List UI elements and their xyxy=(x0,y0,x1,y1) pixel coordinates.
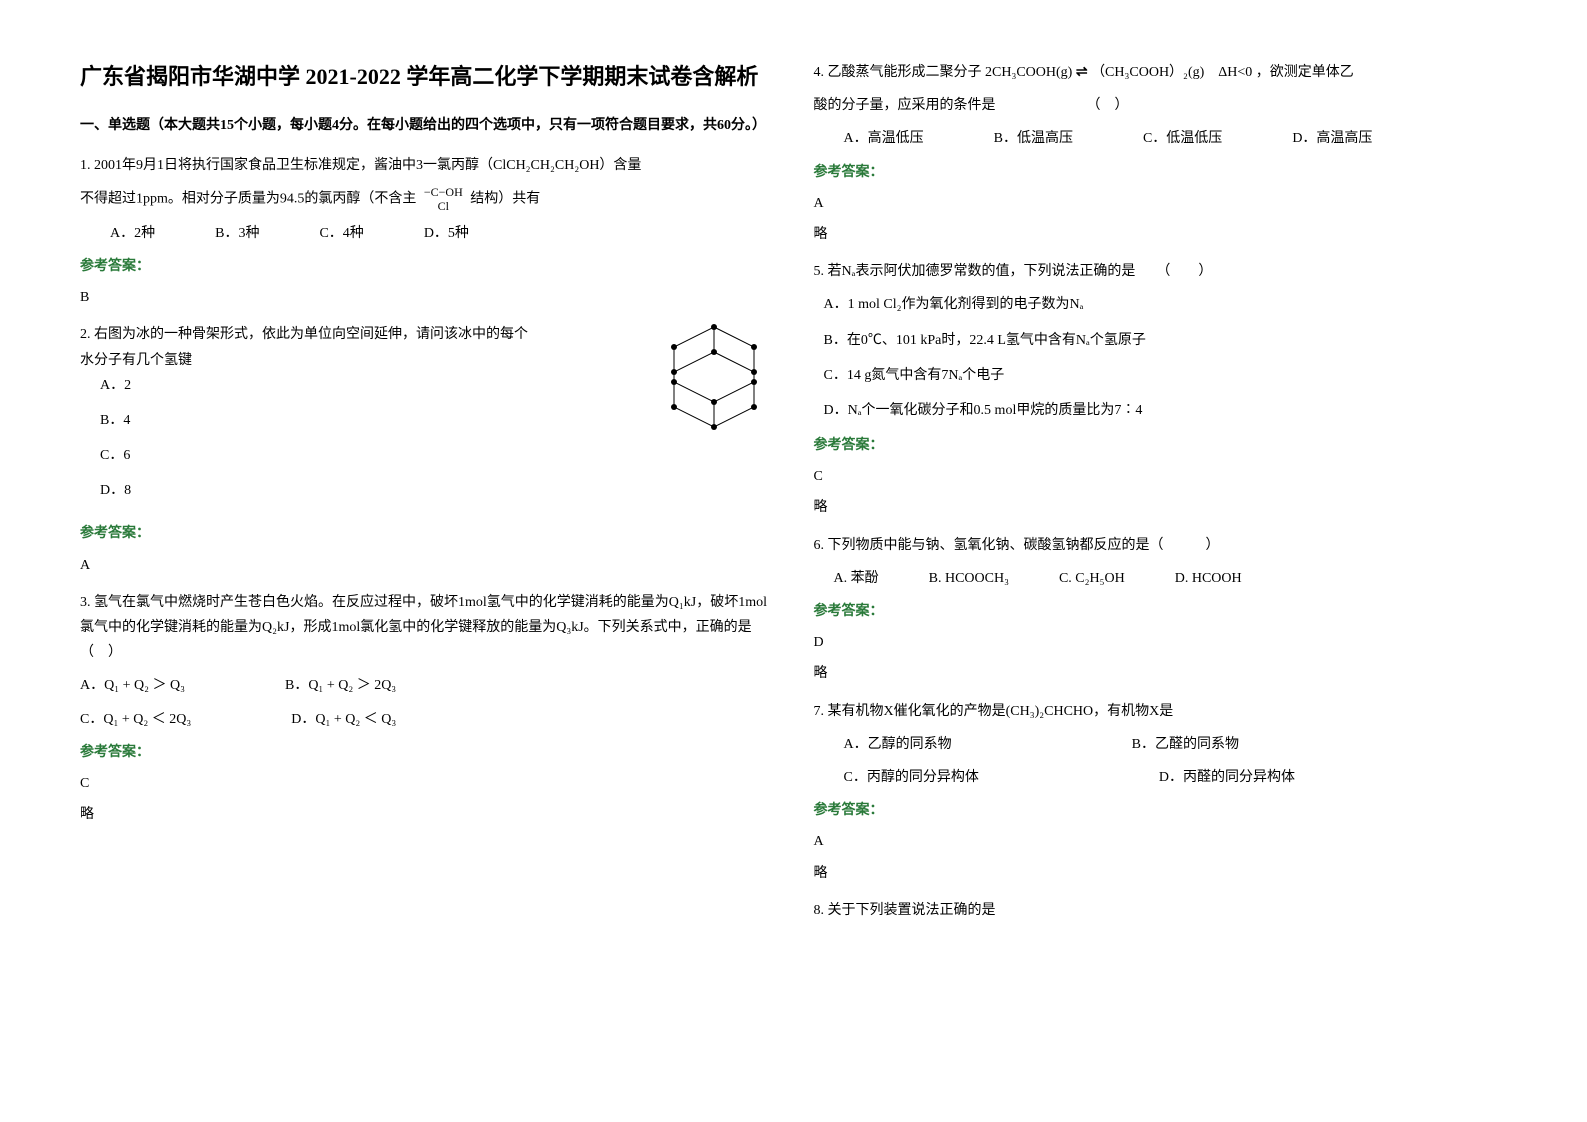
q2-text: 2. 右图为冰的一种骨架形式，依此为单位向空间延伸，请问该冰中的每个 水分子有几… xyxy=(80,322,644,513)
q1-structural-fragment: −C−OH Cl xyxy=(424,186,463,212)
q7-opt-a: A．乙醇的同系物 xyxy=(844,732,952,757)
q4-line1: 4. 乙酸蒸气能形成二聚分子 2CH₃COOH(g) ⇌ （CH₃COOH）₂(… xyxy=(814,60,1508,85)
q3-omit: 略 xyxy=(80,802,774,827)
q2-answer-header: 参考答案： xyxy=(80,521,774,546)
exam-title: 广东省揭阳市华湖中学 2021-2022 学年高二化学下学期期末试卷含解析 xyxy=(80,60,774,93)
equilibrium-arrow-icon: ⇌ xyxy=(1076,65,1088,80)
q5-omit: 略 xyxy=(814,495,1508,520)
q3-opt-c: C．Q₁ + Q₂ ＜ 2Q₃ xyxy=(80,707,191,732)
q2-options: A．2 B．4 C．6 D．8 xyxy=(100,373,644,504)
q3-answer: C xyxy=(80,771,774,796)
q6-opt-b: B. HCOOCH₃ xyxy=(929,566,1009,591)
q7-text: 7. 某有机物X催化氧化的产物是(CH₃)₂CHCHO，有机物X是 xyxy=(814,699,1508,724)
q2-line2: 水分子有几个氢键 xyxy=(80,348,644,373)
q5-opt-b: B．在0℃、101 kPa时，22.4 L氢气中含有Nₐ个氢原子 xyxy=(824,328,1508,353)
q4-opt-a: A．高温低压 xyxy=(844,126,924,151)
question-6: 6. 下列物质中能与钠、氢氧化钠、碳酸氢钠都反应的是（ ） A. 苯酚 B. H… xyxy=(814,533,1508,687)
q1-line2a: 不得超过1ppm。相对分子质量为94.5的氯丙醇（不含主 xyxy=(80,192,416,207)
frag-top: −C−OH xyxy=(424,185,463,199)
q4-opt-b: B．低温高压 xyxy=(994,126,1073,151)
q7-answer-header: 参考答案： xyxy=(814,798,1508,823)
q1-opt-c: C．4种 xyxy=(319,221,363,246)
q7-opt-d: D．丙醛的同分异构体 xyxy=(1159,765,1295,790)
q4-options: A．高温低压 B．低温高压 C．低温低压 D．高温高压 xyxy=(844,126,1508,151)
q5-opt-d: D．Nₐ个一氧化碳分子和0.5 mol甲烷的质量比为7∶4 xyxy=(824,398,1508,423)
q4-line1a: 4. 乙酸蒸气能形成二聚分子 2CH₃COOH(g) xyxy=(814,65,1073,80)
q5-opt-a: A．1 mol Cl₂作为氧化剂得到的电子数为Nₐ xyxy=(824,292,1508,317)
q1-opt-d: D．5种 xyxy=(424,221,469,246)
q5-answer-header: 参考答案： xyxy=(814,433,1508,458)
q5-options: A．1 mol Cl₂作为氧化剂得到的电子数为Nₐ B．在0℃、101 kPa时… xyxy=(824,292,1508,423)
section-1-header: 一、单选题（本大题共15个小题，每小题4分。在每小题给出的四个选项中，只有一项符… xyxy=(80,113,774,138)
q1-line2b: 结构）共有 xyxy=(470,192,540,207)
q2-answer: A xyxy=(80,553,774,578)
q7-answer: A xyxy=(814,829,1508,854)
q3-opt-b: B．Q₁ + Q₂ ＞ 2Q₃ xyxy=(285,673,396,698)
q4-answer: A xyxy=(814,191,1508,216)
frag-bot: Cl xyxy=(438,199,449,213)
q6-answer-header: 参考答案： xyxy=(814,599,1508,624)
q2-opt-b: B．4 xyxy=(100,408,644,433)
q6-options: A. 苯酚 B. HCOOCH₃ C. C₂H₅OH D. HCOOH xyxy=(834,566,1508,591)
q4-opt-d: D．高温高压 xyxy=(1292,126,1372,151)
q3-answer-header: 参考答案： xyxy=(80,740,774,765)
q1-line1: 1. 2001年9月1日将执行国家食品卫生标准规定，酱油中3一氯丙醇（ClCH₂… xyxy=(80,153,774,178)
q6-answer: D xyxy=(814,630,1508,655)
q1-options: A．2种 B．3种 C．4种 D．5种 xyxy=(110,221,774,246)
q7-options: A．乙醇的同系物 B．乙醛的同系物 C．丙醇的同分异构体 D．丙醛的同分异构体 xyxy=(844,732,1508,790)
q1-opt-a: A．2种 xyxy=(110,221,155,246)
q1-answer-header: 参考答案： xyxy=(80,254,774,279)
question-7: 7. 某有机物X催化氧化的产物是(CH₃)₂CHCHO，有机物X是 A．乙醇的同… xyxy=(814,699,1508,886)
q7-opt-c: C．丙醇的同分异构体 xyxy=(844,765,979,790)
question-1: 1. 2001年9月1日将执行国家食品卫生标准规定，酱油中3一氯丙醇（ClCH₂… xyxy=(80,153,774,310)
q3-options: A．Q₁ + Q₂ ＞ Q₃ B．Q₁ + Q₂ ＞ 2Q₃ C．Q₁ + Q₂… xyxy=(80,673,774,731)
q3-opt-a: A．Q₁ + Q₂ ＞ Q₃ xyxy=(80,673,185,698)
q3-text: 3. 氢气在氯气中燃烧时产生苍白色火焰。在反应过程中，破坏1mol氢气中的化学键… xyxy=(80,590,774,666)
q7-opt-b: B．乙醛的同系物 xyxy=(1132,732,1239,757)
q1-opt-b: B．3种 xyxy=(215,221,259,246)
q2-block: 2. 右图为冰的一种骨架形式，依此为单位向空间延伸，请问该冰中的每个 水分子有几… xyxy=(80,322,774,513)
q2-line1: 2. 右图为冰的一种骨架形式，依此为单位向空间延伸，请问该冰中的每个 xyxy=(80,322,644,347)
q8-text: 8. 关于下列装置说法正确的是 xyxy=(814,898,1508,923)
q4-omit: 略 xyxy=(814,222,1508,247)
q6-omit: 略 xyxy=(814,661,1508,686)
q4-answer-header: 参考答案： xyxy=(814,160,1508,185)
q6-opt-c: C. C₂H₅OH xyxy=(1059,566,1125,591)
q4-line2: 酸的分子量，应采用的条件是 （ ） xyxy=(814,93,1508,118)
q3-opt-d: D．Q₁ + Q₂ ＜ Q₃ xyxy=(291,707,396,732)
q2-opt-a: A．2 xyxy=(100,373,644,398)
q5-text: 5. 若Nₐ表示阿伏加德罗常数的值，下列说法正确的是 （ ） xyxy=(814,259,1508,284)
q6-opt-a: A. 苯酚 xyxy=(834,566,879,591)
q1-answer: B xyxy=(80,285,774,310)
question-2: 2. 右图为冰的一种骨架形式，依此为单位向空间延伸，请问该冰中的每个 水分子有几… xyxy=(80,322,774,578)
q1-line2: 不得超过1ppm。相对分子质量为94.5的氯丙醇（不含主 −C−OH Cl 结构… xyxy=(80,186,774,212)
right-column: 4. 乙酸蒸气能形成二聚分子 2CH₃COOH(g) ⇌ （CH₃COOH）₂(… xyxy=(814,60,1508,1062)
ice-structure-diagram xyxy=(654,322,774,432)
question-8: 8. 关于下列装置说法正确的是 xyxy=(814,898,1508,923)
q6-opt-d: D. HCOOH xyxy=(1175,566,1242,591)
q6-text: 6. 下列物质中能与钠、氢氧化钠、碳酸氢钠都反应的是（ ） xyxy=(814,533,1508,558)
question-3: 3. 氢气在氯气中燃烧时产生苍白色火焰。在反应过程中，破坏1mol氢气中的化学键… xyxy=(80,590,774,828)
q4-line1b: （CH₃COOH）₂(g) ΔH<0 ，欲测定单体乙 xyxy=(1091,65,1354,80)
q2-opt-d: D．8 xyxy=(100,478,644,503)
q5-opt-c: C．14 g氮气中含有7Nₐ个电子 xyxy=(824,363,1508,388)
q2-opt-c: C．6 xyxy=(100,443,644,468)
question-5: 5. 若Nₐ表示阿伏加德罗常数的值，下列说法正确的是 （ ） A．1 mol C… xyxy=(814,259,1508,521)
left-column: 广东省揭阳市华湖中学 2021-2022 学年高二化学下学期期末试卷含解析 一、… xyxy=(80,60,774,1062)
q4-opt-c: C．低温低压 xyxy=(1143,126,1222,151)
q5-answer: C xyxy=(814,464,1508,489)
question-4: 4. 乙酸蒸气能形成二聚分子 2CH₃COOH(g) ⇌ （CH₃COOH）₂(… xyxy=(814,60,1508,247)
q7-omit: 略 xyxy=(814,861,1508,886)
